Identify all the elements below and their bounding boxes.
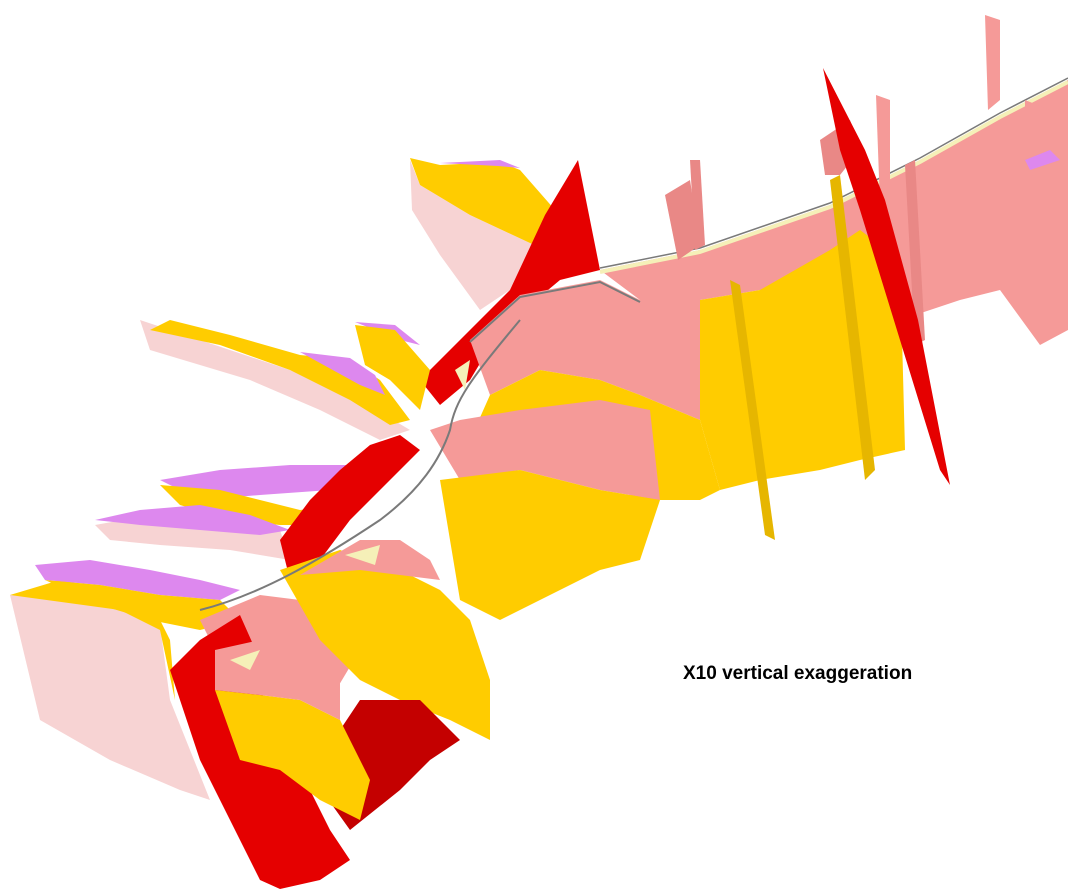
vertical-fin [690,160,705,250]
vertical-fin [730,280,775,540]
yellow-panel [160,485,340,525]
back-right-panels [599,15,1068,540]
yellow-panel [215,690,370,820]
yellow-panel [280,550,490,740]
vertical-fin [830,175,875,480]
upper-block [410,158,600,405]
vertical-fin [985,15,1000,110]
yellow-panel [410,158,555,250]
vertical-fin [905,160,925,345]
light-pink-panel [140,320,410,440]
vertical-fin [1025,150,1060,170]
cream-accent [230,650,260,670]
lilac-top [300,352,385,395]
vertical-fin [1025,100,1050,180]
fault-plane [823,68,950,485]
fault-plane [420,160,600,405]
lower-left-block [10,360,490,889]
middle-layers [95,400,660,620]
light-pink-panel [410,160,545,310]
vertical-fin [876,95,890,205]
yellow-panel [440,470,660,620]
fault-plane [280,435,420,580]
vertical-fin [665,180,700,260]
lilac-top [440,160,520,168]
lilac-panel [35,560,240,600]
curved-edge [199,319,521,611]
cream-accent [455,360,470,390]
light-pink-panel [10,595,210,800]
pink-panel [470,280,700,420]
lilac-panel [95,505,290,535]
edge-line [469,280,641,343]
yellow-panel [45,580,240,630]
yellow-panel [355,325,430,410]
cream-accent [345,545,380,565]
caption-text: X10 vertical exaggeration [683,663,913,684]
